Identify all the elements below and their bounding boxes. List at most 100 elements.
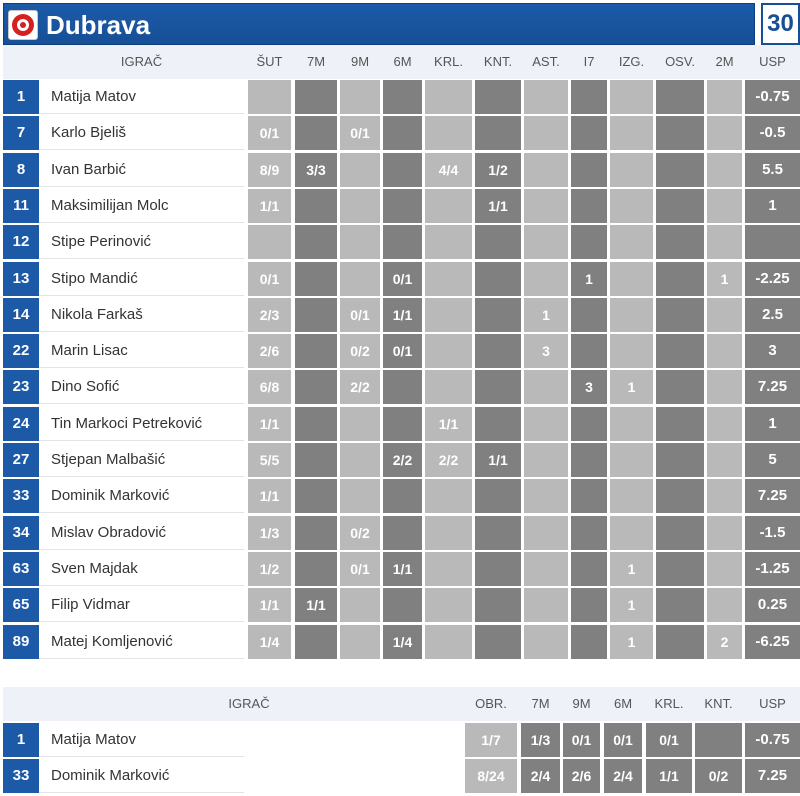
player-name[interactable]: Filip Vidmar — [39, 588, 244, 623]
stat-cell-izg — [610, 80, 653, 114]
player-name[interactable]: Dominik Marković — [39, 759, 244, 793]
stat-cell-knt: 1/1 — [475, 188, 521, 223]
stat-cell-sut: 0/1 — [248, 116, 291, 151]
player-row-1[interactable]: 1 Matija Matov -0.75 — [3, 80, 800, 114]
column-header-krl: KRL. — [654, 696, 684, 711]
stat-cell-usp: -2.25 — [745, 261, 800, 296]
player-name[interactable]: Dominik Marković — [39, 479, 244, 514]
stat-cell-i7 — [571, 225, 607, 260]
player-name[interactable]: Ivan Barbić — [39, 152, 244, 187]
player-name[interactable]: Mislav Obradović — [39, 515, 244, 550]
stat-cell-7m — [295, 406, 337, 441]
player-name[interactable]: Matija Matov — [39, 80, 244, 114]
jersey-number: 14 — [3, 297, 39, 332]
stat-cell-osv — [656, 261, 704, 296]
stat-cell-7m — [295, 225, 337, 260]
stat-cell-knt — [475, 406, 521, 441]
stat-cell-i7: 1 — [571, 261, 607, 296]
stat-cell-krl — [425, 261, 472, 296]
column-header-6m: 6M — [393, 54, 412, 69]
player-row-12[interactable]: 12 Stipe Perinović — [3, 225, 800, 260]
stat-cell-i7 — [571, 334, 607, 369]
stat-cell-7m — [295, 479, 337, 514]
player-row-23[interactable]: 23 Dino Sofić 6/8 2/2 3 1 7.25 — [3, 370, 800, 405]
player-row-27[interactable]: 27 Stjepan Malbašić 5/5 2/2 2/2 1/1 5 — [3, 443, 800, 477]
player-name[interactable]: Matija Matov — [39, 723, 244, 757]
player-row-89[interactable]: 89 Matej Komljenović 1/4 1/4 1 2 -6.25 — [3, 624, 800, 659]
stat-cell-2m — [707, 370, 742, 405]
stat-cell-usp: 5 — [745, 443, 800, 477]
stat-cell-2m — [707, 406, 742, 441]
player-row-34[interactable]: 34 Mislav Obradović 1/3 0/2 -1.5 — [3, 515, 800, 550]
stat-cell-krl — [425, 334, 472, 369]
player-row-63[interactable]: 63 Sven Majdak 1/2 0/1 1/1 1 -1.25 — [3, 551, 800, 586]
player-name[interactable]: Dino Sofić — [39, 370, 244, 405]
player-name[interactable]: Tin Markoci Petreković — [39, 406, 244, 441]
stat-cell-sut: 1/1 — [248, 479, 291, 514]
stat-cell-6m: 1/1 — [383, 551, 422, 586]
stat-cell-6m: 1/4 — [383, 624, 422, 659]
table1-header-row: IGRAČ ŠUT 7M 9M 6M KRL. KNT. AST. I7 IZG. OSV. 2M US… — [3, 45, 800, 79]
stat-cell-i7 — [571, 515, 607, 550]
jersey-number: 13 — [3, 261, 39, 296]
stat-cell-sut: 0/1 — [248, 261, 291, 296]
stat-cell-7m — [295, 188, 337, 223]
player-row-8[interactable]: 8 Ivan Barbić 8/9 3/3 4/4 1/2 5.5 — [3, 152, 800, 187]
player-name[interactable]: Marin Lisac — [39, 334, 244, 369]
stat-cell-ast — [524, 225, 568, 260]
stat-cell-krl: 2/2 — [425, 443, 472, 477]
stat-cell-krl: 1/1 — [425, 406, 472, 441]
player-row-14[interactable]: 14 Nikola Farkaš 2/3 0/1 1/1 1 2.5 — [3, 297, 800, 332]
stat-cell-ast — [524, 188, 568, 223]
stat-cell-7m: 1/1 — [295, 588, 337, 623]
player-name[interactable]: Matej Komljenović — [39, 624, 244, 659]
player-row-1[interactable]: 1 Matija Matov 1/7 1/3 0/1 0/1 0/1 -0.75 — [3, 723, 800, 757]
column-header-usp: USP — [759, 696, 786, 711]
stat-cell-9m — [340, 80, 380, 114]
player-name[interactable]: Stipo Mandić — [39, 261, 244, 296]
stat-cell-2m — [707, 479, 742, 514]
stat-cell-osv — [656, 334, 704, 369]
player-name[interactable]: Sven Majdak — [39, 551, 244, 586]
player-row-33[interactable]: 33 Dominik Marković 1/1 7.25 — [3, 479, 800, 514]
stat-cell-7m — [295, 515, 337, 550]
player-name[interactable]: Maksimilijan Molc — [39, 188, 244, 223]
player-row-7[interactable]: 7 Karlo Bjeliš 0/1 0/1 -0.5 — [3, 116, 800, 151]
stat-cell-osv — [656, 551, 704, 586]
column-header-knt: KNT. — [704, 696, 733, 711]
player-row-65[interactable]: 65 Filip Vidmar 1/1 1/1 1 0.25 — [3, 588, 800, 623]
stat-cell-izg: 1 — [610, 588, 653, 623]
stat-cell-sut: 2/6 — [248, 334, 291, 369]
stat-cell-2m — [707, 334, 742, 369]
player-row-33[interactable]: 33 Dominik Marković 8/24 2/4 2/6 2/4 1/1 0/2 7.2… — [3, 759, 800, 793]
stat-cell-i7 — [571, 297, 607, 332]
stat-cell-knt: 0/2 — [695, 759, 742, 793]
player-name[interactable]: Nikola Farkaš — [39, 297, 244, 332]
stat-cell-knt — [475, 588, 521, 623]
player-row-11[interactable]: 11 Maksimilijan Molc 1/1 1/1 1 — [3, 188, 800, 223]
column-header-6m: 6M — [613, 696, 633, 711]
stat-cell-usp: -0.75 — [745, 723, 800, 757]
stat-cell-osv — [656, 188, 704, 223]
jersey-number: 1 — [3, 723, 39, 757]
stat-cell-i7 — [571, 588, 607, 623]
team-score: 30 — [761, 3, 800, 45]
stat-cell-7m — [295, 334, 337, 369]
stat-cell-7m — [295, 443, 337, 477]
player-name[interactable]: Karlo Bjeliš — [39, 116, 244, 151]
stat-cell-knt — [475, 116, 521, 151]
stat-cell-2m — [707, 443, 742, 477]
player-row-13[interactable]: 13 Stipo Mandić 0/1 0/1 1 1 -2.25 — [3, 261, 800, 296]
stat-cell-sut: 1/3 — [248, 515, 291, 550]
player-name[interactable]: Stipe Perinović — [39, 225, 244, 260]
stat-cell-7m — [295, 624, 337, 659]
stat-cell-ast — [524, 152, 568, 187]
stat-cell-6m — [383, 225, 422, 260]
jersey-number: 1 — [3, 80, 39, 114]
player-name[interactable]: Stjepan Malbašić — [39, 443, 244, 477]
stat-cell-6m: 0/1 — [383, 334, 422, 369]
stat-cell-sut: 8/9 — [248, 152, 291, 187]
player-row-24[interactable]: 24 Tin Markoci Petreković 1/1 1/1 1 — [3, 406, 800, 441]
player-row-22[interactable]: 22 Marin Lisac 2/6 0/2 0/1 3 3 — [3, 334, 800, 369]
column-header-9m: 9M — [572, 696, 591, 711]
